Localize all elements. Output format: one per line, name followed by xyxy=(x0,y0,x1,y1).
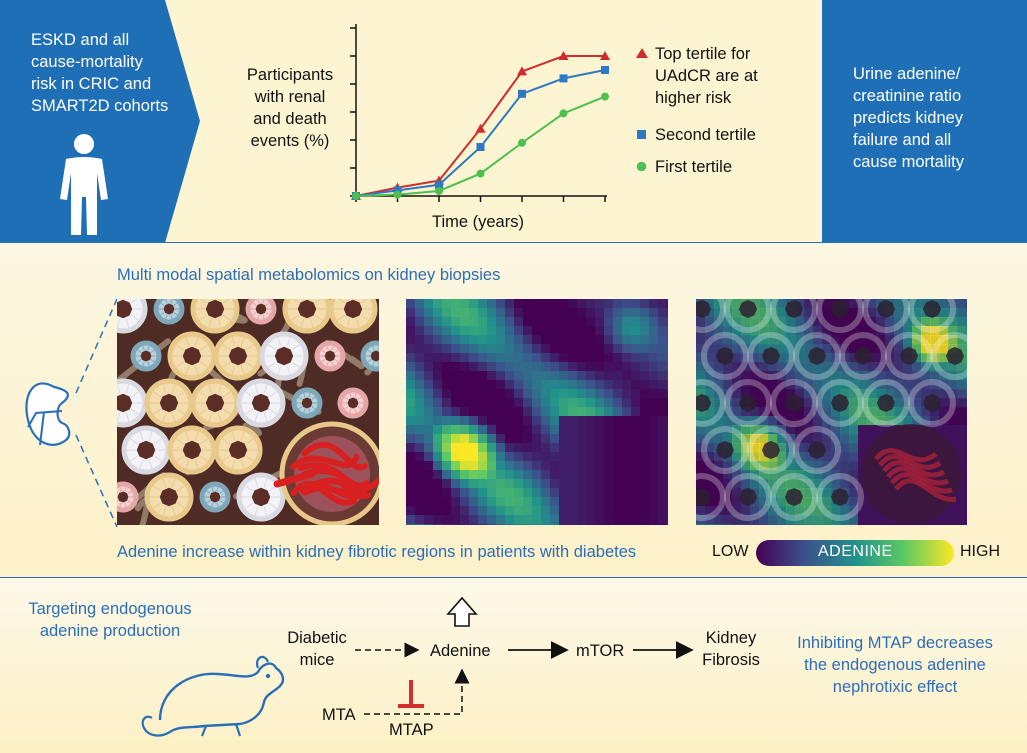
adenine-heatmap xyxy=(406,299,668,525)
pathway-panel: Targeting endogenous adenine production … xyxy=(0,578,1027,753)
colorbar-high-label: HIGH xyxy=(960,543,1000,560)
legend-square-marker xyxy=(637,130,646,139)
data-point xyxy=(475,123,486,133)
overlay-image xyxy=(696,299,967,525)
data-point xyxy=(601,92,609,101)
adenine-label: Adenine xyxy=(430,642,491,660)
metabolomics-title: Multi modal spatial metabolomics on kidn… xyxy=(117,266,501,284)
data-point xyxy=(352,192,360,200)
metabolomics-panel: Multi modal spatial metabolomics on kidn… xyxy=(0,243,1027,578)
mtor-label: mTOR xyxy=(576,642,625,660)
histology-illustration xyxy=(117,299,379,525)
data-point xyxy=(393,190,402,199)
data-point xyxy=(393,186,402,195)
colorbar-label: ADENINE xyxy=(818,543,893,560)
data-point xyxy=(559,109,568,118)
diabetic-mice-label: Diabetic mice xyxy=(287,629,347,669)
data-point xyxy=(435,186,443,195)
data-point xyxy=(476,143,485,151)
legend-top-tertile: Top tertile for UAdCR are at higher risk xyxy=(655,45,758,107)
chart-y-label: Participants with renal and death events… xyxy=(246,66,334,150)
data-point xyxy=(600,51,610,60)
kidney-fibrosis-label: Kidney Fibrosis xyxy=(702,629,760,669)
metabolomics-caption: Adenine increase within kidney fibrotic … xyxy=(117,543,637,561)
mtap-label: MTAP xyxy=(389,721,434,739)
data-point xyxy=(517,66,527,76)
adenine-colorbar xyxy=(756,540,954,566)
mta-label: MTA xyxy=(322,706,356,724)
increase-arrow-icon xyxy=(446,596,478,627)
mtap-conclusion: Inhibiting MTAP decreases the endogenous… xyxy=(797,634,993,696)
legend-second-tertile: Second tertile xyxy=(655,126,756,144)
targeting-label: Targeting endogenous adenine production xyxy=(28,600,192,640)
pathway-arrows xyxy=(355,596,694,715)
legend-first-tertile: First tertile xyxy=(655,158,733,176)
finding-summary: Urine adenine/ creatinine ratio predicts… xyxy=(853,65,964,171)
mta-to-adenine-arrow xyxy=(364,668,470,715)
data-point xyxy=(558,51,569,60)
chart-x-label: Time (years) xyxy=(432,213,524,231)
legend-circle-marker xyxy=(636,161,647,172)
data-point xyxy=(435,180,443,189)
legend-triangle-marker xyxy=(636,48,648,58)
kidney-icon xyxy=(25,298,118,528)
risk-line-chart xyxy=(350,24,610,202)
right-blue-box xyxy=(822,0,1027,243)
data-point xyxy=(518,138,526,147)
colorbar-low-label: LOW xyxy=(712,543,749,560)
data-point xyxy=(476,169,485,178)
data-point xyxy=(559,74,568,83)
cohort-panel: ESKD and all cause-mortality risk in CRI… xyxy=(0,0,1027,243)
person-icon xyxy=(60,134,108,235)
data-point xyxy=(601,66,609,74)
cohort-description: ESKD and all cause-mortality risk in CRI… xyxy=(31,31,169,115)
left-blue-box xyxy=(0,0,200,243)
mouse-icon xyxy=(141,655,285,737)
data-point xyxy=(518,89,526,98)
